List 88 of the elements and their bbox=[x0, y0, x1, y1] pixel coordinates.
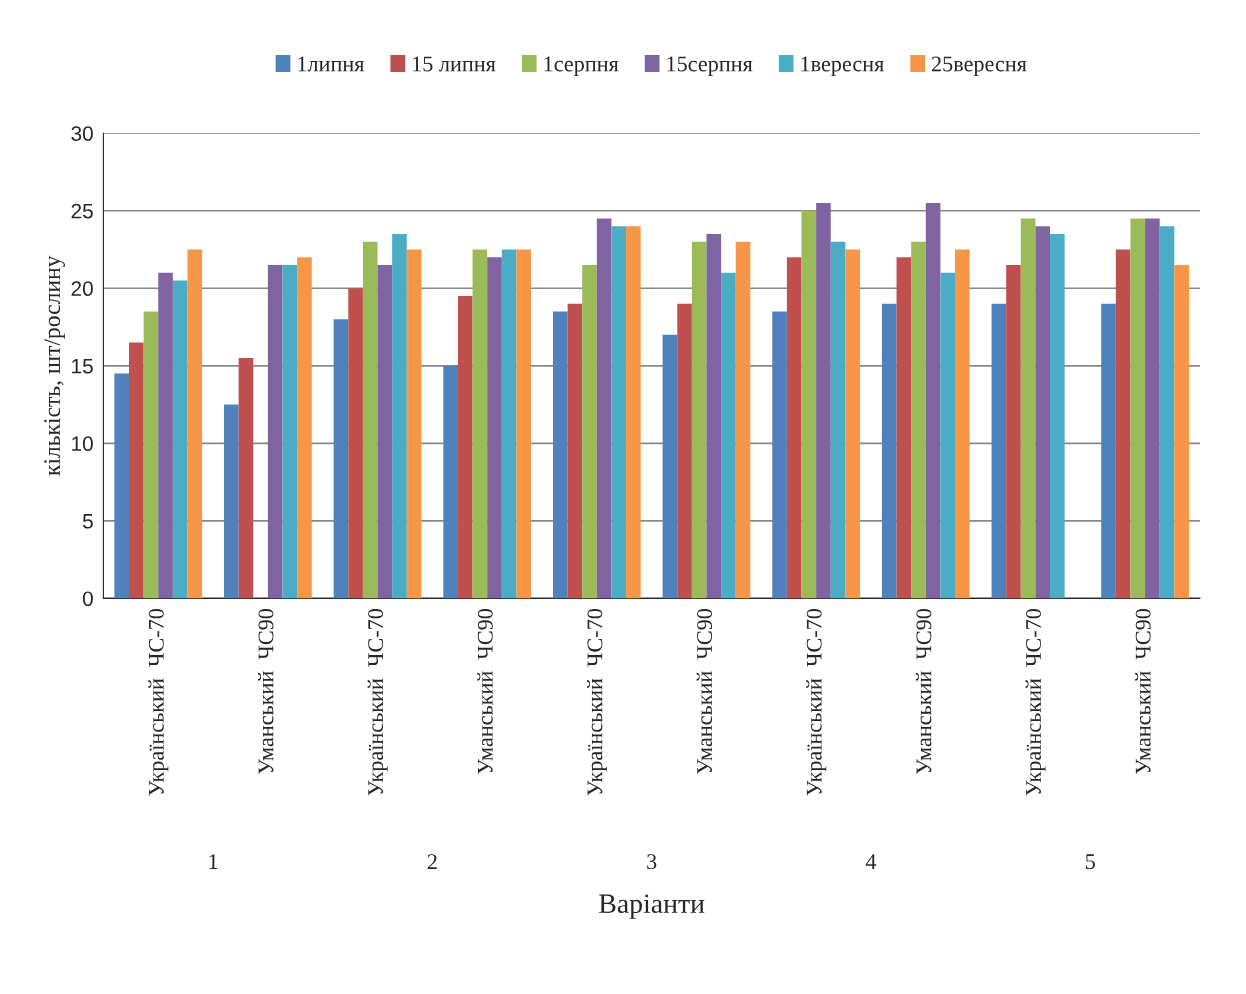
bar bbox=[662, 334, 678, 599]
bar bbox=[297, 257, 312, 599]
bar bbox=[1145, 218, 1160, 599]
bar bbox=[552, 311, 568, 599]
y-tick-label: 0 bbox=[82, 591, 93, 607]
bar bbox=[955, 249, 970, 599]
bar bbox=[472, 249, 488, 599]
x-tick-label: Український ЧС-70 bbox=[367, 608, 388, 796]
bar bbox=[282, 265, 298, 599]
bar bbox=[1050, 233, 1065, 599]
legend-label: 1липня bbox=[298, 56, 365, 72]
bar bbox=[406, 249, 422, 599]
y-tick-label: 30 bbox=[71, 126, 93, 141]
bar bbox=[786, 257, 802, 599]
x-tick-label: Уманський ЧС90 bbox=[1135, 608, 1151, 775]
bar bbox=[626, 226, 641, 599]
bar bbox=[501, 249, 517, 599]
bar bbox=[516, 249, 532, 599]
bar bbox=[845, 249, 860, 599]
bar bbox=[172, 280, 188, 599]
x-tick-label: Уманський ЧС90 bbox=[696, 608, 713, 775]
bar bbox=[377, 265, 393, 599]
x-tick-label: Український ЧС-70 bbox=[806, 608, 827, 796]
legend-label: 1вересня bbox=[801, 56, 884, 76]
y-tick-label: 10 bbox=[72, 436, 93, 452]
bar bbox=[457, 296, 473, 599]
x-tick-label: Український ЧС-70 bbox=[1025, 608, 1046, 796]
bar bbox=[1101, 303, 1116, 599]
bar bbox=[706, 233, 722, 599]
bar bbox=[1020, 218, 1036, 599]
bar bbox=[267, 265, 283, 599]
bar bbox=[143, 311, 159, 599]
x-tick-label: Уманський ЧС90 bbox=[477, 608, 493, 775]
bar bbox=[348, 288, 363, 599]
y-tick-label: 15 bbox=[72, 359, 93, 374]
bar bbox=[1174, 265, 1189, 599]
bar bbox=[567, 303, 583, 599]
legend-label: 15 липня bbox=[413, 56, 496, 72]
x-axis-title: Варіанти bbox=[599, 894, 705, 919]
legend-label: 1серпня bbox=[544, 56, 619, 76]
bar bbox=[940, 272, 956, 599]
y-axis-title: кількість, шт/рослину bbox=[44, 255, 65, 476]
text: 1 bbox=[209, 854, 218, 869]
y-tick-label: 20 bbox=[71, 281, 93, 297]
x-tick-label: Український ЧС-70 bbox=[586, 608, 607, 796]
bar bbox=[1006, 265, 1021, 599]
text: 4 bbox=[865, 854, 877, 869]
bar bbox=[735, 241, 751, 599]
bar bbox=[238, 358, 254, 599]
bar bbox=[691, 241, 707, 599]
bar bbox=[991, 303, 1007, 599]
bar bbox=[362, 241, 378, 599]
x-tick-label: Уманський ЧС90 bbox=[258, 608, 274, 775]
bar bbox=[721, 272, 736, 599]
x-tick-label: Уманський ЧС90 bbox=[915, 608, 932, 775]
bar bbox=[1035, 226, 1051, 599]
text: 5 bbox=[1085, 854, 1095, 870]
bar bbox=[801, 210, 817, 599]
text: 3 bbox=[647, 854, 657, 870]
bar bbox=[187, 249, 203, 599]
bar bbox=[1130, 218, 1146, 599]
x-tick-label: Український ЧС-70 bbox=[148, 608, 169, 796]
bar bbox=[333, 319, 349, 599]
bar bbox=[129, 342, 144, 599]
y-tick-label: 5 bbox=[82, 514, 93, 529]
bar bbox=[1115, 249, 1131, 599]
bar bbox=[582, 265, 597, 599]
bar bbox=[611, 226, 627, 599]
bar bbox=[224, 404, 239, 599]
bar bbox=[1159, 226, 1175, 599]
bar bbox=[816, 202, 831, 599]
legend-label: 15серпня bbox=[667, 56, 753, 76]
y-tick-label: 25 bbox=[71, 203, 93, 219]
bar bbox=[443, 365, 458, 599]
bar bbox=[896, 257, 912, 599]
bar bbox=[830, 241, 846, 599]
bar bbox=[881, 303, 897, 599]
text: 2 bbox=[427, 854, 437, 869]
bar bbox=[925, 202, 941, 599]
bar bbox=[392, 233, 407, 599]
bar bbox=[911, 241, 926, 599]
legend-label: 25вересня bbox=[931, 56, 1027, 76]
bar bbox=[677, 303, 692, 599]
bar bbox=[158, 272, 173, 599]
bar bbox=[596, 218, 612, 599]
bar bbox=[772, 311, 787, 599]
bar bbox=[487, 257, 502, 599]
bar bbox=[114, 373, 129, 599]
